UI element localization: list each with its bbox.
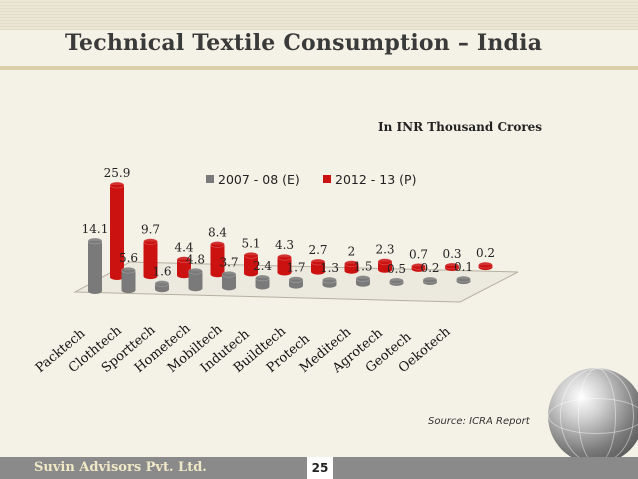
bar-2007-agrotech-top xyxy=(389,277,404,285)
data-label-2012: 2 xyxy=(348,245,356,259)
data-label-2012: 2.3 xyxy=(375,243,394,257)
bar-2007-geotech-top xyxy=(422,276,438,284)
data-label-2012: 4.3 xyxy=(275,238,294,252)
data-label-2007: 0.1 xyxy=(454,260,473,274)
bar-2007-mobiltech-top xyxy=(221,270,237,278)
bar-2012-oekotech-top xyxy=(478,261,493,269)
bar-2012-indutech-top xyxy=(277,253,292,261)
legend-swatch-2012 xyxy=(323,175,331,183)
data-label-2012: 9.7 xyxy=(141,223,160,237)
data-label-2007: 14.1 xyxy=(82,222,109,236)
data-label-2007: 1.7 xyxy=(286,261,305,275)
legend-label-2012: 2012 - 13 (P) xyxy=(335,172,416,187)
data-label-2012: 2.7 xyxy=(308,243,327,257)
bar-2012-sporttech-top xyxy=(176,256,192,263)
bar-2007-clothtech-top xyxy=(121,266,136,274)
page-number: 25 xyxy=(307,457,333,479)
bar-2012-mobiltech xyxy=(244,255,258,277)
bar-2007-hometech-top xyxy=(188,267,203,275)
bar-2007-oekotech-top xyxy=(456,275,471,283)
bar-2007-mobiltech xyxy=(222,274,236,291)
bar-2012-meditech-top xyxy=(377,258,393,265)
bar-2007-protech-top xyxy=(322,276,337,284)
bar-2007-clothtech xyxy=(121,270,136,294)
bar-2007-meditech-top xyxy=(355,275,371,282)
data-label-2012: 8.4 xyxy=(208,225,227,239)
slide-title: Technical Textile Consumption – India xyxy=(65,30,543,56)
data-label-2007: 2.4 xyxy=(253,259,272,273)
data-label-2012: 0.2 xyxy=(476,246,495,260)
data-label-2007: 5.6 xyxy=(119,251,138,265)
data-label-2007: 3.7 xyxy=(219,255,238,269)
data-label-2012: 0.7 xyxy=(409,247,428,261)
data-label-2007: 0.5 xyxy=(387,262,406,276)
bar-2012-clothtech xyxy=(143,241,158,280)
globe-icon xyxy=(548,368,638,464)
data-label-2012: 25.9 xyxy=(104,166,131,180)
bar-2012-sporttech xyxy=(177,259,191,279)
bar-2012-geotech-top xyxy=(444,262,460,270)
bar-2007-packtech xyxy=(88,240,102,294)
data-label-2007: 1.5 xyxy=(353,259,372,273)
footer-company: Suvin Advisors Pvt. Ltd. xyxy=(34,460,207,475)
legend-label-2007: 2007 - 08 (E) xyxy=(218,172,300,187)
bar-2007-buildtech-top xyxy=(288,276,304,283)
bar-2012-buildtech xyxy=(311,262,325,275)
data-label-2012: 5.1 xyxy=(241,236,260,250)
units-note: In INR Thousand Crores xyxy=(378,120,543,134)
bar-2012-indutech xyxy=(277,257,292,276)
bar-2007-sporttech-top xyxy=(154,280,170,287)
title-divider xyxy=(0,66,638,70)
bar-2012-mobiltech-top xyxy=(243,251,259,259)
bar-2012-protech-top xyxy=(344,260,359,267)
header-band xyxy=(0,0,638,30)
bar-2007-indutech-top xyxy=(255,274,270,282)
data-label-2007: 0.2 xyxy=(420,261,439,275)
source-note: Source: ICRA Report xyxy=(428,416,530,427)
data-label-2007: 4.8 xyxy=(186,252,205,266)
data-label-2012: 0.3 xyxy=(442,247,461,261)
bar-2012-packtech-top xyxy=(109,181,125,189)
bar-2012-packtech xyxy=(110,185,124,280)
bar-2007-packtech-top xyxy=(87,237,103,245)
bar-2012-meditech xyxy=(378,261,392,273)
bar-2012-buildtech-top xyxy=(310,258,326,266)
bar-2012-agrotech-top xyxy=(411,263,426,270)
data-label-2012: 4.4 xyxy=(174,241,193,255)
bar-2012-hometech xyxy=(210,244,225,278)
data-label-2007: 1.3 xyxy=(320,261,339,275)
bar-2012-clothtech-top xyxy=(143,238,158,245)
bar-2012-hometech-top xyxy=(210,241,225,248)
bar-2007-indutech xyxy=(255,277,270,290)
legend-swatch-2007 xyxy=(206,175,214,183)
data-label-2007: 1.6 xyxy=(152,265,171,279)
bar-2007-hometech xyxy=(188,271,203,292)
